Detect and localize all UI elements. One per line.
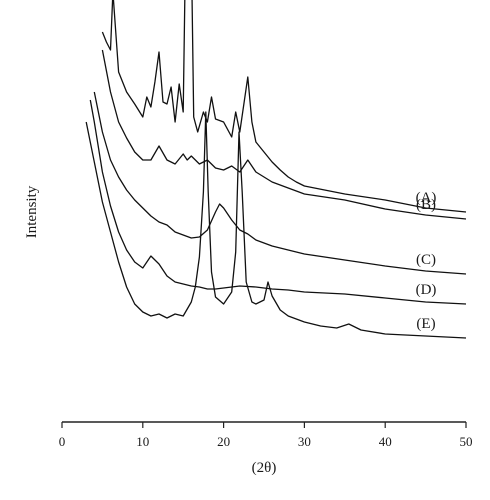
series-line-5 [85, 111, 467, 339]
y-axis-label: Intensity [24, 185, 40, 238]
series-label: (C) [416, 252, 436, 268]
x-axis-label: (2θ) [252, 460, 277, 476]
series-label: (E) [416, 316, 435, 332]
series-label: (D) [416, 282, 437, 298]
x-ticks: 0 10 20 30 40 50 [59, 422, 473, 449]
series-line-2 [101, 49, 467, 220]
x-tick-label: 40 [379, 434, 392, 449]
x-tick-label: 50 [460, 434, 473, 449]
series-line-3 [93, 91, 467, 275]
curve-labels: (A)(B) (C) (D) (E) [416, 190, 437, 332]
x-tick-label: 30 [298, 434, 311, 449]
x-tick-label: 20 [217, 434, 230, 449]
series-label: (A) [416, 190, 437, 206]
x-tick-label: 0 [59, 434, 66, 449]
series-layer [85, 0, 467, 339]
x-tick-label: 10 [136, 434, 149, 449]
series-line-1 [101, 0, 467, 213]
series-line-4 [89, 99, 467, 305]
series-label: (B) [416, 197, 436, 213]
